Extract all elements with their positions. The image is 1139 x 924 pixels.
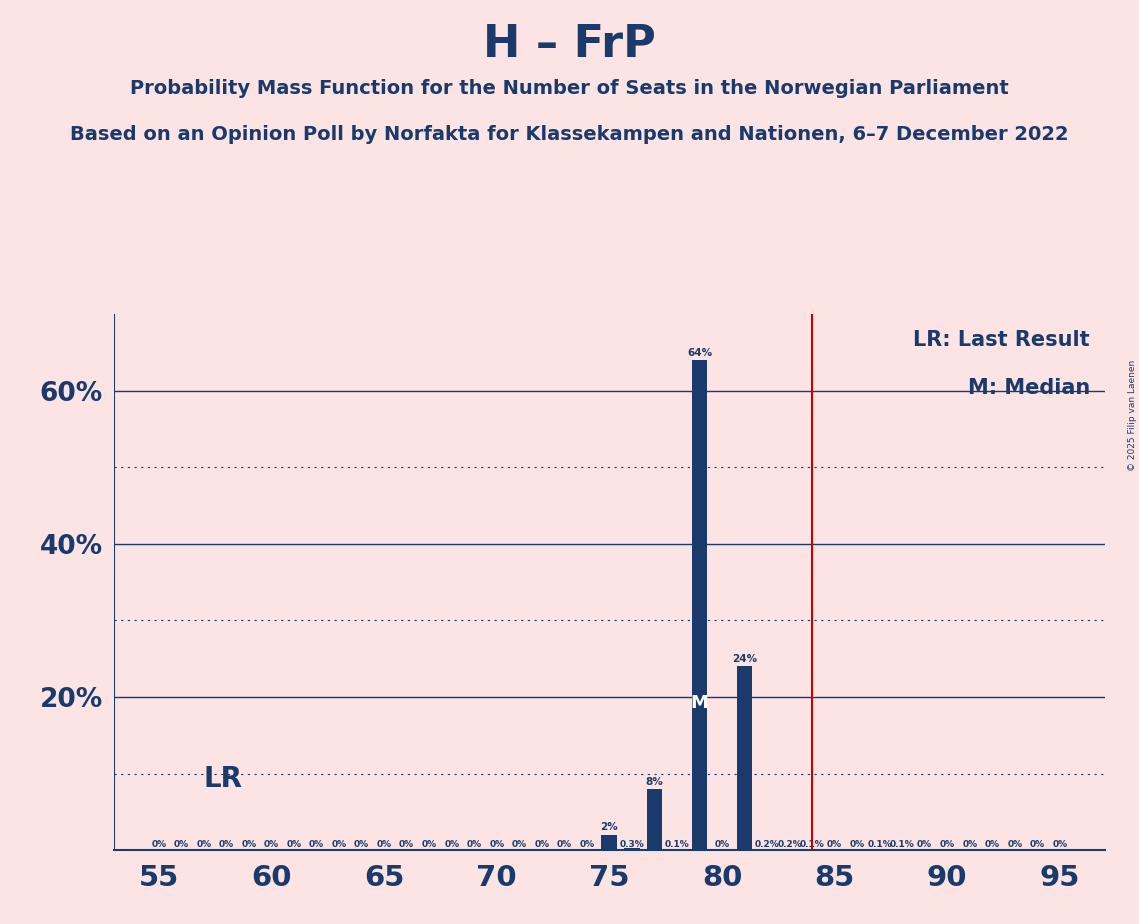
Text: 0.1%: 0.1% [800, 840, 825, 849]
Text: Based on an Opinion Poll by Norfakta for Klassekampen and Nationen, 6–7 December: Based on an Opinion Poll by Norfakta for… [71, 125, 1068, 144]
Text: 0%: 0% [264, 840, 279, 849]
Text: 0%: 0% [1030, 840, 1044, 849]
Text: 0%: 0% [354, 840, 369, 849]
Bar [647, 789, 662, 850]
Text: 0.3%: 0.3% [620, 840, 645, 849]
Text: 0%: 0% [331, 840, 346, 849]
Text: 2%: 2% [600, 822, 618, 833]
Text: 0%: 0% [984, 840, 1000, 849]
Text: 0%: 0% [309, 840, 325, 849]
Text: M: Median: M: Median [968, 379, 1090, 398]
Text: 0.1%: 0.1% [867, 840, 892, 849]
Text: 0.1%: 0.1% [890, 840, 915, 849]
Text: 0%: 0% [421, 840, 436, 849]
Text: M: M [690, 694, 708, 712]
Text: 8%: 8% [646, 776, 663, 786]
Text: 0%: 0% [557, 840, 572, 849]
Bar [601, 834, 617, 850]
Text: 0%: 0% [827, 840, 842, 849]
Text: 0%: 0% [511, 840, 527, 849]
Text: 0%: 0% [580, 840, 595, 849]
Text: 0%: 0% [1052, 840, 1067, 849]
Text: 0%: 0% [850, 840, 865, 849]
Text: 0%: 0% [534, 840, 549, 849]
Text: 0%: 0% [377, 840, 392, 849]
Text: 0%: 0% [444, 840, 459, 849]
Text: © 2025 Filip van Laenen: © 2025 Filip van Laenen [1128, 360, 1137, 471]
Bar [624, 848, 640, 850]
Text: 0%: 0% [940, 840, 954, 849]
Text: 0%: 0% [174, 840, 189, 849]
Text: Probability Mass Function for the Number of Seats in the Norwegian Parliament: Probability Mass Function for the Number… [130, 79, 1009, 98]
Text: 64%: 64% [687, 347, 712, 358]
Text: 0%: 0% [714, 840, 730, 849]
Text: LR: Last Result: LR: Last Result [913, 330, 1090, 350]
Bar [691, 360, 707, 850]
Text: LR: LR [204, 765, 243, 793]
Text: 0%: 0% [219, 840, 235, 849]
Text: 0%: 0% [287, 840, 302, 849]
Text: 0%: 0% [489, 840, 505, 849]
Text: 0%: 0% [467, 840, 482, 849]
Text: 0.1%: 0.1% [664, 840, 689, 849]
Text: 0%: 0% [399, 840, 415, 849]
Text: 0%: 0% [196, 840, 212, 849]
Text: 0.2%: 0.2% [755, 840, 779, 849]
Text: 0%: 0% [917, 840, 932, 849]
Bar [737, 666, 753, 850]
Text: 24%: 24% [732, 654, 757, 664]
Text: H – FrP: H – FrP [483, 23, 656, 67]
Bar [759, 848, 775, 850]
Text: 0%: 0% [962, 840, 977, 849]
Text: 0%: 0% [241, 840, 256, 849]
Bar [781, 848, 797, 850]
Text: 0.2%: 0.2% [777, 840, 802, 849]
Text: 0%: 0% [1007, 840, 1023, 849]
Text: 0%: 0% [151, 840, 166, 849]
